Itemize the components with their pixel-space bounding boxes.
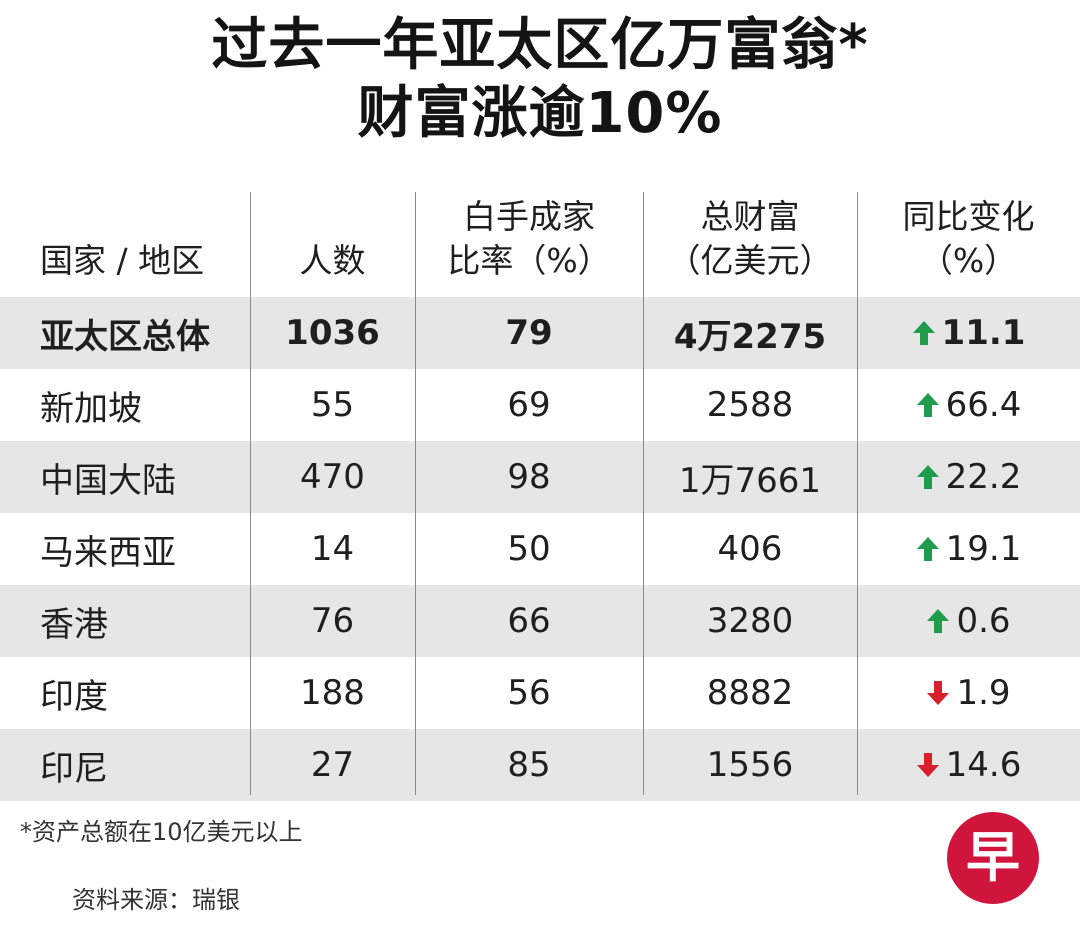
cell-selfmade: 85 [507,745,551,785]
change-value-group: 14.6 [916,745,1022,785]
cell-change: 14.6 [857,729,1080,801]
footnote: *资产总额在10亿美元以上 [20,818,303,846]
cell-wealth: 3280 [706,601,794,641]
cell-region: 亚太区总体 [40,316,210,357]
arrow-up-shape [927,609,950,633]
cell-count: 188 [300,673,365,713]
cell-selfmade: 69 [507,385,551,425]
col-header-wealth-line2: （亿美元） [667,241,833,280]
cell-wealth: 406 [717,529,783,569]
table-row: 中国大陆 470 98 1万7661 22.2 [0,441,1080,513]
col-header-change-line2: （%） [919,241,1018,280]
arrow-down-icon [927,681,950,705]
table-row: 印度 188 56 8882 1.9 [0,657,1080,729]
cell-selfmade: 98 [507,457,551,497]
change-value: 22.2 [945,457,1022,497]
cell-region: 印度 [40,676,108,717]
cell-change: 1.9 [857,657,1080,729]
col-header-change-line1: 同比变化 [902,197,1035,236]
change-value-group: 22.2 [916,457,1022,497]
cell-wealth: 2588 [706,385,794,425]
logo-circle [947,812,1039,904]
cell-change: 22.2 [857,441,1080,513]
col-header-region: 国家 / 地区 [0,192,250,297]
arrow-down-icon [916,753,939,777]
arrow-up-shape [916,465,939,489]
table-row: 印尼 27 85 1556 14.6 [0,729,1080,801]
source-credit: 资料来源：瑞银 [72,886,240,914]
col-header-wealth: 总财富 （亿美元） [643,192,857,297]
change-value: 14.6 [945,745,1022,785]
arrow-down-shape [916,753,939,777]
cell-change: 66.4 [857,369,1080,441]
column-divider [643,192,644,795]
col-header-region-label: 国家 / 地区 [40,241,205,280]
col-header-selfmade: 白手成家 比率（%） [415,192,643,297]
cell-change: 0.6 [857,585,1080,657]
col-header-change: 同比变化 （%） [857,192,1080,297]
change-value: 66.4 [945,385,1022,425]
cell-region: 马来西亚 [40,532,176,573]
arrow-up-shape [916,537,939,561]
title-line-1: 过去一年亚太区亿万富翁* [211,13,869,78]
cell-region: 新加坡 [40,388,142,429]
table-row: 亚太区总体 1036 79 4万2275 11.1 [0,297,1080,369]
table-row: 香港 76 66 3280 0.6 [0,585,1080,657]
cell-count: 55 [310,385,355,425]
cell-count: 1036 [285,313,380,353]
cell-wealth: 4万2275 [673,316,827,357]
table-row: 新加坡 55 69 2588 66.4 [0,369,1080,441]
cell-change: 19.1 [857,513,1080,585]
cell-count: 470 [300,457,365,497]
cell-change: 11.1 [857,297,1080,369]
cell-wealth: 1万7661 [678,460,822,501]
col-header-count: 人数 [250,192,415,297]
arrow-up-icon [916,465,939,489]
col-header-count-label: 人数 [299,241,366,280]
arrow-up-shape [912,321,935,345]
change-value-group: 66.4 [916,385,1022,425]
cell-selfmade: 66 [507,601,551,641]
cell-region: 香港 [40,604,108,645]
cell-wealth: 8882 [706,673,794,713]
col-header-selfmade-line2: 比率（%） [447,241,611,280]
col-header-wealth-line1: 总财富 [700,197,800,236]
cell-selfmade: 56 [507,673,551,713]
cell-count: 76 [310,601,355,641]
cell-selfmade: 79 [505,313,553,353]
table-header: 国家 / 地区 人数 白手成家 比率（%） 总财富 （亿美元） 同比变化 （%） [0,192,1080,297]
cell-region: 中国大陆 [40,460,176,501]
column-divider [250,192,251,795]
change-value-group: 0.6 [926,601,1011,641]
arrow-up-icon [916,537,939,561]
col-header-selfmade-line1: 白手成家 [463,197,595,236]
column-divider [415,192,416,795]
change-value: 11.1 [941,313,1026,353]
table-body: 亚太区总体 1036 79 4万2275 11.1 新加坡 55 69 2588 66.4 中国大陆… [0,297,1080,801]
cell-count: 14 [310,529,355,569]
zaobao-logo: 早 [947,812,1039,904]
arrow-up-icon [916,393,939,417]
change-value: 1.9 [956,673,1011,713]
cell-selfmade: 50 [507,529,551,569]
arrow-down-shape [927,681,950,705]
arrow-up-icon [927,609,950,633]
logo-char: 早 [966,826,1020,889]
change-value-group: 11.1 [912,313,1026,353]
data-table: 国家 / 地区 人数 白手成家 比率（%） 总财富 （亿美元） 同比变化 （%）… [0,192,1080,801]
table-row: 马来西亚 14 50 406 19.1 [0,513,1080,585]
arrow-up-icon [912,321,935,345]
cell-count: 27 [310,745,355,785]
change-value-group: 1.9 [926,673,1011,713]
chart-title: 过去一年亚太区亿万富翁* 财富涨逾10% [0,12,1080,148]
column-divider [857,192,858,795]
change-value: 0.6 [956,601,1011,641]
title-line-2: 财富涨逾10% [357,81,723,146]
cell-wealth: 1556 [706,745,794,785]
change-value: 19.1 [945,529,1022,569]
arrow-up-shape [916,393,939,417]
cell-region: 印尼 [40,748,108,789]
change-value-group: 19.1 [916,529,1022,569]
